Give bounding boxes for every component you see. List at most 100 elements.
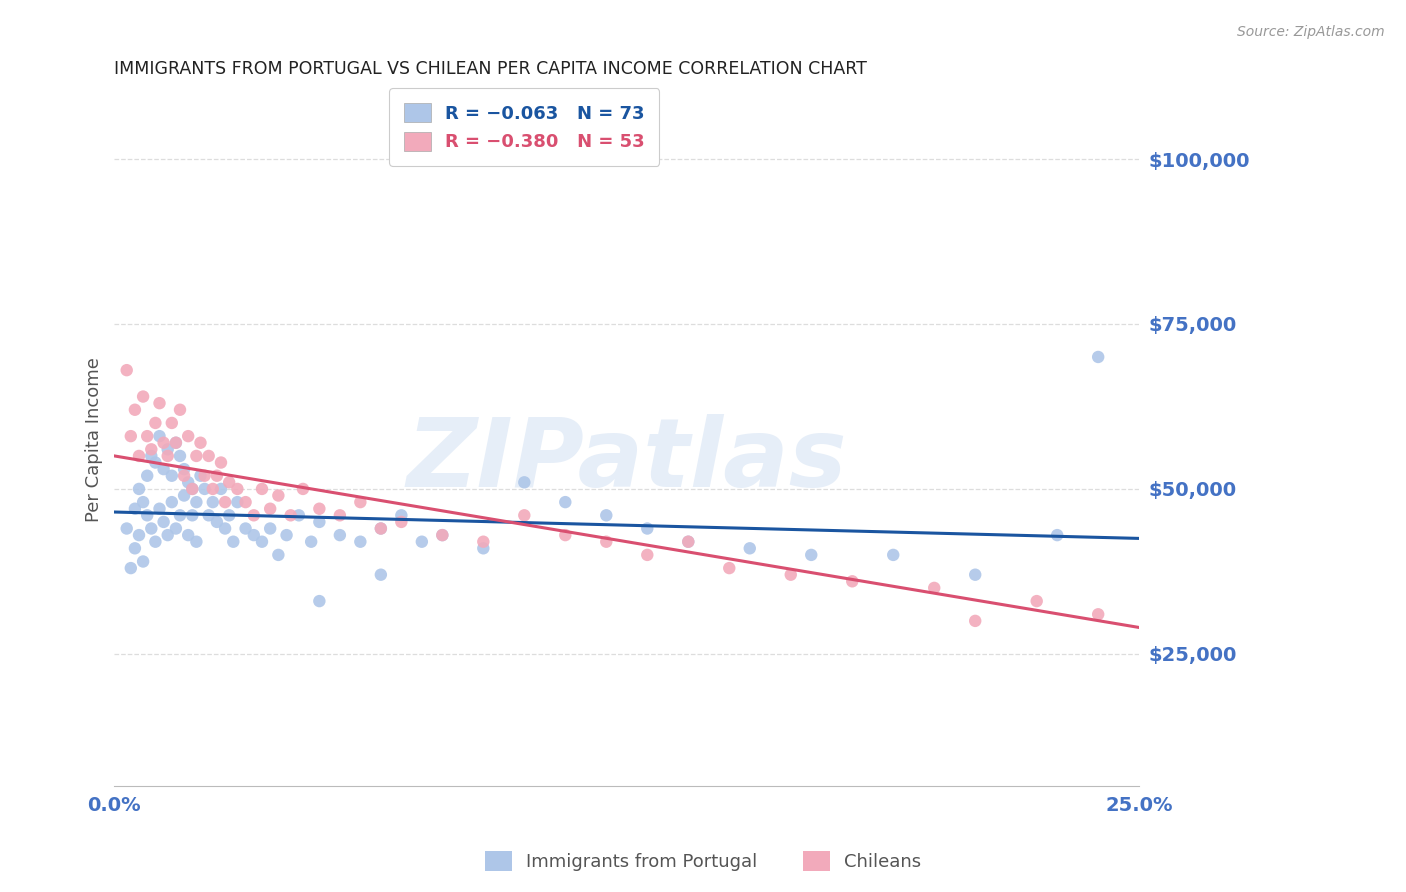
Point [308, 594, 330, 608]
Point [132, 390, 155, 404]
Point [218, 475, 240, 490]
Point [201, 495, 224, 509]
Point [128, 528, 150, 542]
Point [288, 508, 311, 523]
Point [141, 449, 163, 463]
Point [165, 435, 187, 450]
Point [173, 462, 195, 476]
Point [370, 567, 392, 582]
Point [165, 522, 187, 536]
Point [226, 482, 249, 496]
Point [267, 548, 290, 562]
Point [197, 449, 219, 463]
Point [156, 528, 179, 542]
Point [242, 508, 264, 523]
Point [173, 468, 195, 483]
Point [197, 508, 219, 523]
Point [370, 522, 392, 536]
Point [128, 482, 150, 496]
Point [156, 449, 179, 463]
Point [173, 489, 195, 503]
Point [554, 495, 576, 509]
Point [226, 495, 249, 509]
Point [190, 435, 212, 450]
Point [165, 435, 187, 450]
Point [186, 495, 208, 509]
Point [177, 528, 200, 542]
Point [432, 528, 454, 542]
Point [259, 501, 281, 516]
Point [389, 515, 412, 529]
Point [132, 554, 155, 568]
Point [636, 522, 658, 536]
Point [132, 495, 155, 509]
Point [222, 534, 245, 549]
Text: IMMIGRANTS FROM PORTUGAL VS CHILEAN PER CAPITA INCOME CORRELATION CHART: IMMIGRANTS FROM PORTUGAL VS CHILEAN PER … [114, 60, 868, 78]
Point [145, 534, 167, 549]
Point [308, 501, 330, 516]
Point [152, 515, 174, 529]
Point [329, 528, 352, 542]
Point [169, 508, 191, 523]
Point [169, 449, 191, 463]
Point [141, 442, 163, 457]
Point [177, 429, 200, 443]
Point [472, 534, 495, 549]
Point [181, 482, 204, 496]
Point [250, 534, 273, 549]
Point [160, 416, 183, 430]
Point [194, 468, 217, 483]
Point [595, 508, 617, 523]
Point [181, 482, 204, 496]
Legend: R = −0.063   N = 73, R = −0.380   N = 53: R = −0.063 N = 73, R = −0.380 N = 53 [389, 88, 659, 166]
Point [738, 541, 761, 556]
Point [120, 561, 142, 575]
Point [177, 475, 200, 490]
Point [141, 522, 163, 536]
Point [124, 541, 146, 556]
Point [349, 534, 371, 549]
Point [1025, 594, 1047, 608]
Text: ZIPatlas: ZIPatlas [406, 414, 846, 507]
Point [201, 482, 224, 496]
Point [145, 456, 167, 470]
Point [128, 449, 150, 463]
Point [124, 501, 146, 516]
Point [190, 468, 212, 483]
Point [181, 508, 204, 523]
Point [1046, 528, 1069, 542]
Point [841, 574, 863, 589]
Point [554, 528, 576, 542]
Point [513, 475, 536, 490]
Point [148, 396, 170, 410]
Point [291, 482, 314, 496]
Point [186, 534, 208, 549]
Point [115, 522, 138, 536]
Point [194, 482, 217, 496]
Point [800, 548, 823, 562]
Point [329, 508, 352, 523]
Point [678, 534, 700, 549]
Point [205, 515, 228, 529]
Point [145, 416, 167, 430]
Point [205, 468, 228, 483]
Point [152, 435, 174, 450]
Point [136, 429, 159, 443]
Point [214, 522, 236, 536]
Point [156, 442, 179, 457]
Point [209, 482, 232, 496]
Point [472, 541, 495, 556]
Point [299, 534, 322, 549]
Point [242, 528, 264, 542]
Point [308, 515, 330, 529]
Point [186, 449, 208, 463]
Point [115, 363, 138, 377]
Point [411, 534, 433, 549]
Point [349, 495, 371, 509]
Point [235, 522, 257, 536]
Point [152, 462, 174, 476]
Point [276, 528, 298, 542]
Point [209, 456, 232, 470]
Point [235, 495, 257, 509]
Legend: Immigrants from Portugal, Chileans: Immigrants from Portugal, Chileans [478, 844, 928, 879]
